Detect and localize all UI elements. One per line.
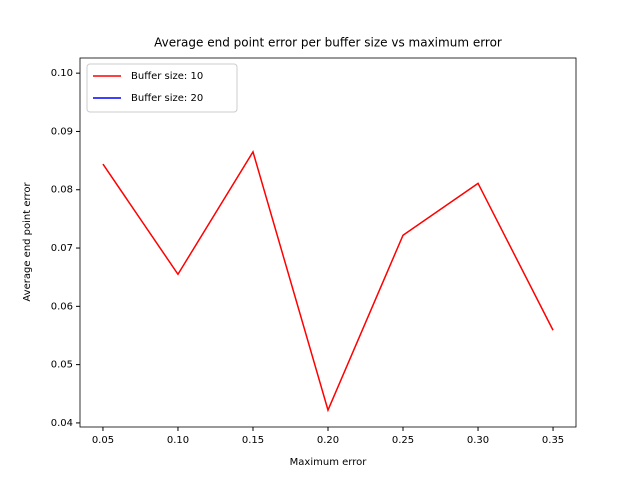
x-tick-label: 0.05 xyxy=(92,435,114,446)
y-tick-label: 0.05 xyxy=(51,360,73,371)
y-axis-label: Average end point error xyxy=(22,182,33,302)
x-tick-label: 0.10 xyxy=(167,435,189,446)
legend-label: Buffer size: 20 xyxy=(131,93,203,104)
x-tick-label: 0.30 xyxy=(467,435,489,446)
x-tick-label: 0.15 xyxy=(242,435,264,446)
plot-frame xyxy=(79,57,577,428)
y-tick-label: 0.10 xyxy=(51,68,73,79)
y-tick-label: 0.06 xyxy=(51,301,73,312)
x-tick-label: 0.20 xyxy=(317,435,339,446)
legend-box xyxy=(86,63,238,113)
legend-label: Buffer size: 10 xyxy=(131,71,203,82)
chart-title: Average end point error per buffer size … xyxy=(154,36,502,50)
line-series xyxy=(102,150,554,413)
y-tick-label: 0.08 xyxy=(51,185,73,196)
x-tick-label: 0.25 xyxy=(392,435,414,446)
y-tick-label: 0.07 xyxy=(51,243,73,254)
y-tick-label: 0.04 xyxy=(51,418,73,429)
y-tick-label: 0.09 xyxy=(51,126,73,137)
x-axis-label: Maximum error xyxy=(290,457,368,468)
x-tick-label: 0.35 xyxy=(542,435,564,446)
